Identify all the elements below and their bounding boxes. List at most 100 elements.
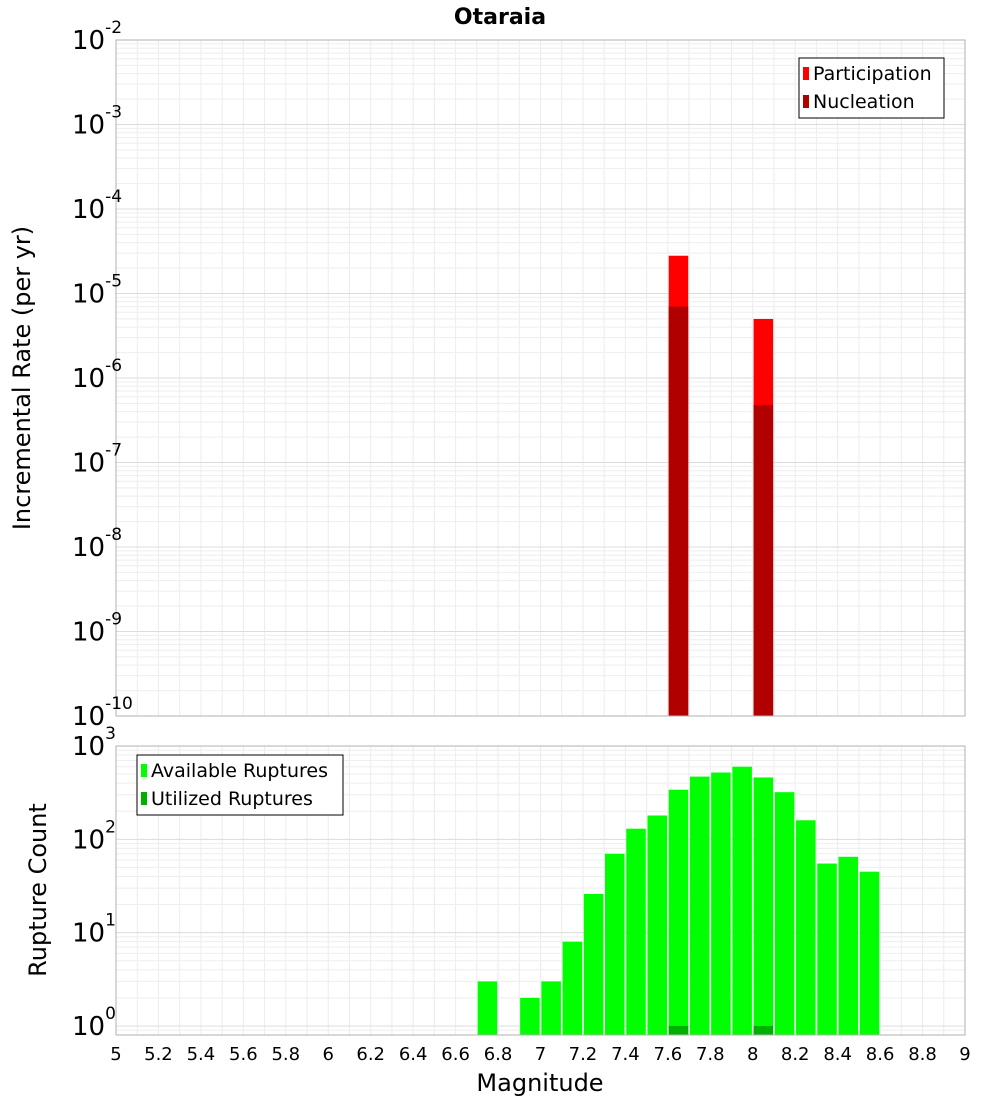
y-tick-exponent: -10 (105, 694, 133, 714)
x-tick-label: 5.6 (229, 1044, 258, 1065)
y-tick-exponent: -5 (105, 272, 122, 292)
bar-available-ruptures-13 (774, 792, 795, 1035)
bar-available-ruptures-10 (711, 772, 731, 1035)
y-tick-label: 10-4 (72, 187, 122, 225)
y-tick-base: 10 (72, 111, 105, 141)
bar-available-ruptures-6 (626, 828, 646, 1035)
x-tick-label: 5.2 (144, 1044, 173, 1065)
y-tick-exponent: -8 (105, 525, 122, 545)
y-tick-label: 10-7 (72, 441, 122, 479)
bar-available-ruptures-3 (562, 941, 583, 1035)
y-tick-exponent: 1 (105, 911, 116, 931)
y-tick-exponent: -7 (105, 441, 122, 461)
y-tick-base: 10 (72, 618, 105, 648)
y-tick-base: 10 (72, 26, 105, 56)
y-tick-base: 10 (72, 280, 105, 310)
x-tick-label: 6.4 (399, 1044, 428, 1065)
bar-available-ruptures-14 (796, 820, 816, 1035)
bottom-bars (477, 766, 880, 1035)
x-tick-label: 5.4 (187, 1044, 216, 1065)
y-tick-base: 10 (72, 825, 105, 855)
bar-available-ruptures-1 (520, 997, 540, 1035)
y-tick-exponent: -3 (105, 103, 122, 123)
legend-swatch (141, 764, 147, 777)
bar-available-ruptures-17 (859, 871, 880, 1035)
y-tick-base: 10 (72, 1012, 105, 1042)
top-bars (668, 255, 774, 716)
y-tick-exponent: -6 (105, 356, 122, 376)
y-tick-base: 10 (72, 195, 105, 225)
y-tick-label: 10-2 (72, 18, 122, 56)
bar-available-ruptures-7 (647, 815, 668, 1035)
x-tick-label: 5.8 (271, 1044, 300, 1065)
bar-available-ruptures-16 (838, 856, 859, 1035)
y-tick-label: 102 (72, 817, 116, 855)
bar-available-ruptures-4 (583, 893, 604, 1035)
y-tick-label: 101 (72, 911, 116, 949)
x-tick-label: 5 (110, 1044, 121, 1065)
legend-label: Nucleation (813, 91, 915, 113)
bar-available-ruptures-15 (817, 863, 837, 1035)
x-tick-label: 6.8 (484, 1044, 513, 1065)
bar-available-ruptures-11 (732, 766, 752, 1035)
y-tick-label: 10-8 (72, 525, 122, 563)
bar-utilized-ruptures-0 (668, 1025, 689, 1035)
x-tick-label: 8.8 (908, 1044, 937, 1065)
y-tick-base: 10 (72, 449, 105, 479)
bottom-plot-border (115, 745, 966, 1036)
x-tick-label: 8.2 (781, 1044, 810, 1065)
y-tick-exponent: 0 (105, 1004, 116, 1024)
bar-available-ruptures-5 (605, 853, 625, 1035)
x-tick-label: 8.4 (823, 1044, 852, 1065)
x-tick-label: 9 (959, 1044, 970, 1065)
y-tick-exponent: -4 (105, 187, 122, 207)
y-tick-exponent: 3 (105, 724, 116, 744)
x-tick-label: 8 (747, 1044, 758, 1065)
y-tick-label: 103 (72, 724, 116, 762)
y-tick-label: 10-3 (72, 103, 122, 141)
bar-available-ruptures-2 (541, 981, 561, 1035)
y-tick-label: 10-9 (72, 610, 122, 648)
x-axis-label: Magnitude (476, 1069, 603, 1097)
x-tick-label: 7.6 (654, 1044, 683, 1065)
y-tick-exponent: 2 (105, 817, 116, 837)
legend-label: Available Ruptures (151, 760, 328, 782)
bottom-legend: Available Ruptures Utilized Ruptures (136, 754, 344, 816)
legend-label: Participation (813, 63, 932, 85)
bar-available-ruptures-9 (689, 776, 710, 1035)
bottom-y-axis-label: Rupture Count (24, 803, 52, 977)
chart-title: Otaraia (454, 5, 546, 30)
top-plot-border (115, 39, 966, 717)
y-tick-base: 10 (72, 533, 105, 563)
top-legend: Participation Nucleation (798, 57, 945, 119)
x-tick-label: 6.6 (441, 1044, 470, 1065)
bar-available-ruptures-8 (668, 789, 689, 1035)
y-tick-label: 10-6 (72, 356, 122, 394)
x-tick-label: 7.4 (611, 1044, 640, 1065)
y-tick-base: 10 (72, 732, 105, 762)
bar-available-ruptures-0 (477, 981, 498, 1035)
x-tick-label: 7 (535, 1044, 546, 1065)
y-tick-base: 10 (72, 364, 105, 394)
legend-box (136, 754, 344, 816)
y-tick-label: 10-5 (72, 272, 122, 310)
x-tick-label: 7.2 (569, 1044, 598, 1065)
legend-swatch (803, 95, 809, 108)
x-tick-label: 7.8 (696, 1044, 725, 1065)
y-tick-exponent: -9 (105, 610, 122, 630)
x-tick-label: 8.6 (866, 1044, 895, 1065)
legend-swatch (141, 792, 147, 805)
legend-swatch (803, 67, 809, 80)
legend-box (798, 57, 945, 119)
legend-label: Utilized Ruptures (151, 788, 313, 810)
y-tick-label: 100 (72, 1004, 116, 1042)
bar-nucleation-0 (668, 306, 689, 716)
x-tick-label: 6.2 (356, 1044, 385, 1065)
top-grid (115, 40, 966, 717)
top-y-axis-label: Incremental Rate (per yr) (8, 226, 36, 530)
